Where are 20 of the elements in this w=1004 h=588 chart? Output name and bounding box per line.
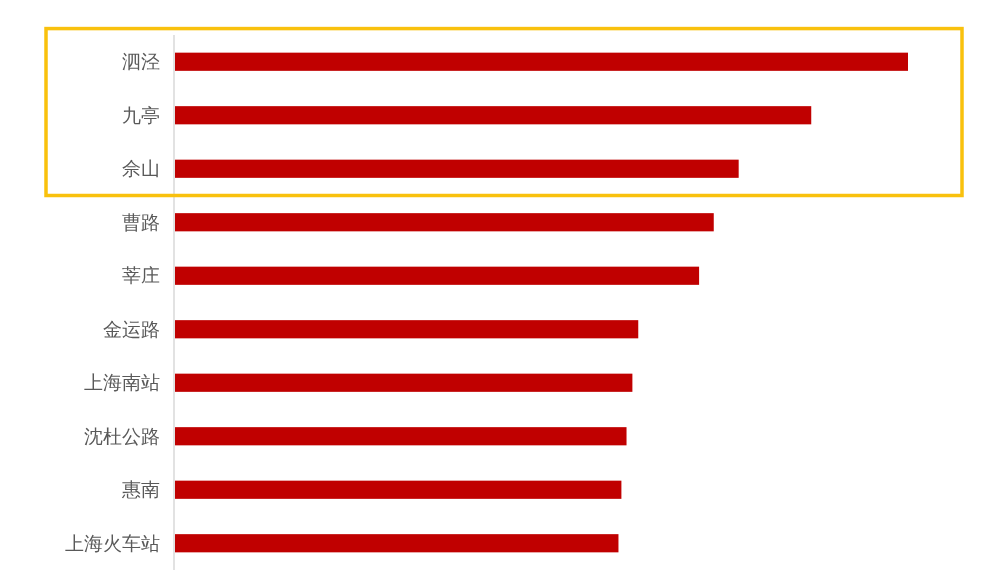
bar (175, 52, 908, 71)
bar (175, 427, 627, 446)
bar (175, 266, 700, 285)
y-tick-label: 惠南 (121, 478, 160, 501)
bar (175, 320, 639, 339)
y-tick-label: 佘山 (122, 157, 160, 180)
y-tick-label: 九亭 (122, 103, 160, 126)
y-tick-label: 上海南站 (84, 371, 160, 394)
bar (175, 106, 812, 125)
y-tick-label: 沈杜公路 (84, 424, 160, 447)
bar (175, 480, 622, 499)
bar (175, 213, 714, 232)
bar (175, 534, 619, 553)
bar (175, 373, 633, 392)
y-tick-label: 曹路 (122, 210, 160, 233)
bar (175, 159, 739, 178)
y-tick-label: 莘庄 (122, 264, 160, 287)
y-tick-label: 金运路 (103, 317, 160, 340)
y-tick-label: 泗泾 (122, 50, 160, 73)
y-tick-label: 上海火车站 (65, 531, 160, 554)
